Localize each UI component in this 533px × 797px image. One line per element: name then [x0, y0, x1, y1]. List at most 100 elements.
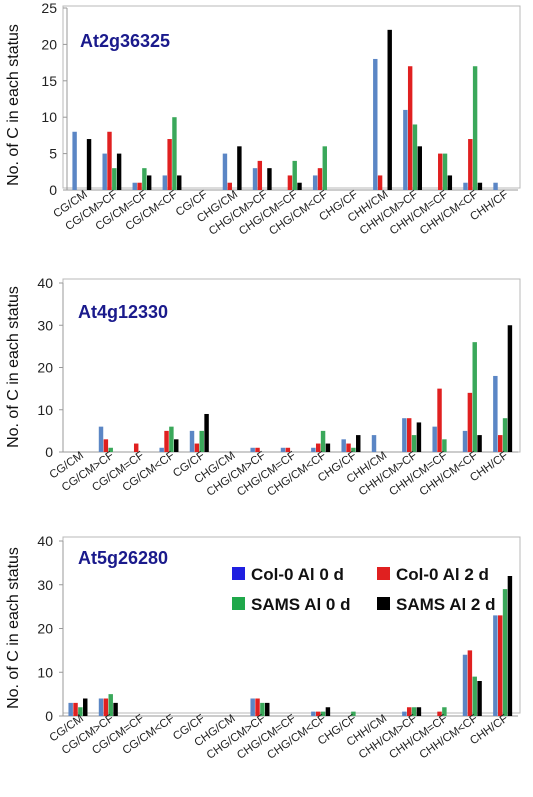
bar-col-0-al-2-d-cg-cm [73, 702, 78, 717]
y-tick-label: 0 [49, 182, 57, 198]
bar-col-0-al-0-d-chh-cm-cf [462, 430, 468, 453]
bar-col-0-al-2-d-chh-cm-cf [406, 418, 412, 452]
bar-sams-al-0-d-chh-cm-cf [442, 439, 447, 452]
bar-col-0-al-0-d-cg-cm-cf [98, 698, 104, 716]
bar-sams-al-2-d-chh-cm-cf [477, 435, 482, 452]
bar-sams-al-0-d-chh-cm-cf [442, 707, 447, 716]
bar-col-0-al-0-d-chh-cm-cf [462, 654, 468, 716]
bar-col-0-al-0-d-chg-cf [341, 439, 346, 452]
bar-col-0-al-2-d-chg-cm-cf [255, 698, 260, 716]
y-tick-label: 20 [37, 360, 53, 376]
legend-label: SAMS Al 2 d [396, 595, 496, 614]
bar-col-0-al-0-d-cg-cf [189, 430, 195, 453]
bar-sams-al-0-d-cg-cm-cf [172, 117, 177, 190]
bar-sams-al-2-d-chg-cm-cf [297, 182, 302, 190]
legend-swatch [232, 567, 245, 580]
bar-col-0-al-2-d-chh-cm-cf [406, 707, 412, 716]
bar-sams-al-0-d-cg-cf [199, 430, 204, 453]
bar-sams-al-0-d-chg-cf [351, 711, 356, 717]
legend-label: Col-0 Al 2 d [396, 565, 489, 584]
legend-swatch [377, 567, 390, 580]
y-tick-label: 30 [37, 577, 53, 593]
bar-col-0-al-2-d-chh-cm-cf [437, 388, 442, 453]
bar-col-0-al-0-d-chh-cm-cf [463, 182, 468, 190]
y-tick-label: 10 [41, 109, 57, 125]
y-tick-label: 40 [37, 533, 53, 549]
y-tick-label: 20 [41, 36, 57, 52]
bar-col-0-al-0-d-cg-cm-cf [98, 426, 104, 452]
bar-sams-al-2-d-chh-cm-cf [417, 146, 422, 190]
bar-col-0-al-0-d-chh-cm [371, 435, 377, 452]
bar-sams-al-2-d-chh-cm-cf [447, 175, 453, 190]
y-tick-label: 0 [45, 444, 53, 460]
legend-label: SAMS Al 0 d [251, 595, 351, 614]
bar-sams-al-2-d-chg-cm-cf [267, 168, 272, 190]
bar-col-0-al-2-d-cg-cm-cf [103, 698, 109, 716]
bar-sams-al-2-d-chh-cf [507, 576, 513, 716]
bar-sams-al-2-d-chh-cm-cf [416, 422, 422, 452]
bar-sams-al-2-d-chh-cf [507, 325, 513, 452]
bar-col-0-al-2-d-chh-cm-cf [407, 66, 413, 190]
bar-col-0-al-2-d-cg-cm-cf [133, 443, 139, 452]
bar-col-0-al-2-d-chh-cm-cf [467, 392, 473, 452]
bar-col-0-al-0-d-cg-cm-cf [102, 153, 107, 190]
bar-col-0-al-2-d-chg-cm-cf [315, 711, 321, 717]
bar-col-0-al-0-d-chg-cm [222, 153, 228, 190]
bar-col-0-al-2-d-chg-cm-cf [287, 175, 293, 190]
bar-sams-al-2-d-cg-cm [86, 139, 92, 190]
bar-sams-al-2-d-cg-cm [83, 698, 88, 716]
bar-col-0-al-0-d-chg-cm-cf [311, 711, 316, 717]
bar-sams-al-0-d-chh-cf [502, 589, 508, 717]
bar-col-0-al-2-d-chh-cm-cf [468, 139, 473, 190]
bar-sams-al-2-d-cg-cf [204, 413, 209, 452]
bar-sams-al-2-d-chh-cm-cf [477, 681, 482, 716]
bar-col-0-al-2-d-cg-cm-cf [107, 131, 112, 190]
chart-title: At4g12330 [78, 302, 168, 322]
bar-col-0-al-2-d-chh-cm-cf [467, 650, 473, 717]
bar-col-0-al-0-d-chg-cm-cf [311, 447, 316, 452]
y-tick-label: 25 [41, 0, 57, 16]
y-axis-label: No. of C in each status [5, 24, 22, 186]
bar-sams-al-0-d-chg-cm-cf [292, 160, 297, 190]
bar-sams-al-0-d-chg-cm-cf [320, 711, 326, 717]
bar-sams-al-2-d-cg-cm-cf [146, 175, 152, 190]
bar-col-0-al-2-d-chg-cm-cf [255, 447, 260, 452]
y-tick-label: 20 [37, 621, 53, 637]
bar-sams-al-0-d-cg-cm-cf [108, 447, 113, 452]
bar-col-0-al-2-d-cg-cm-cf [137, 182, 142, 190]
bar-col-0-al-0-d-chg-cm-cf [312, 175, 318, 190]
bar-sams-al-2-d-cg-cm-cf [116, 153, 122, 190]
bar-col-0-al-2-d-chh-cf [497, 615, 503, 717]
bar-sams-al-0-d-cg-cm-cf [108, 694, 113, 717]
bar-sams-al-2-d-chg-cm [237, 146, 242, 190]
bar-col-0-al-0-d-cg-cm-cf [132, 182, 137, 190]
bar-col-0-al-2-d-chg-cm-cf [285, 447, 291, 452]
chart-title: At5g26280 [78, 548, 168, 568]
bar-sams-al-2-d-chg-cm-cf [325, 443, 331, 452]
bar-col-0-al-0-d-cg-cm [68, 702, 73, 717]
legend-swatch [232, 597, 245, 610]
bar-sams-al-0-d-cg-cm-cf [169, 426, 174, 452]
chart-panel-2: 0 10 20 30 40 No. of C in each status At4g1233… [5, 275, 521, 499]
bar-sams-al-0-d-chg-cm-cf [260, 702, 265, 717]
bar-col-0-al-0-d-chh-cf [493, 182, 498, 190]
bar-col-0-al-0-d-cg-cm-cf [159, 447, 164, 452]
bar-col-0-al-0-d-cg-cm-cf [162, 175, 168, 190]
bar-sams-al-2-d-chg-cm-cf [265, 702, 270, 717]
bar-sams-al-2-d-chh-cm-cf [477, 182, 483, 190]
bar-col-0-al-0-d-chh-cm [373, 58, 378, 191]
bar-col-0-al-2-d-cg-cm-cf [103, 439, 109, 452]
bar-sams-al-0-d-chh-cf [502, 418, 508, 452]
legend-label: Col-0 Al 0 d [251, 565, 344, 584]
y-tick-label: 0 [45, 708, 53, 724]
bar-sams-al-0-d-chh-cm-cf [411, 707, 417, 716]
bar-col-0-al-2-d-chg-cm-cf [257, 160, 263, 190]
bar-sams-al-0-d-chh-cm-cf [412, 124, 418, 190]
y-tick-label: 5 [49, 146, 57, 162]
bar-col-0-al-0-d-cg-cm [72, 131, 77, 190]
y-axis-label: No. of C in each status [5, 286, 22, 448]
bar-sams-al-0-d-chg-cm-cf [322, 146, 327, 190]
bar-col-0-al-0-d-chh-cm-cf [402, 418, 407, 452]
bar-col-0-al-0-d-chg-cm-cf [250, 447, 255, 452]
